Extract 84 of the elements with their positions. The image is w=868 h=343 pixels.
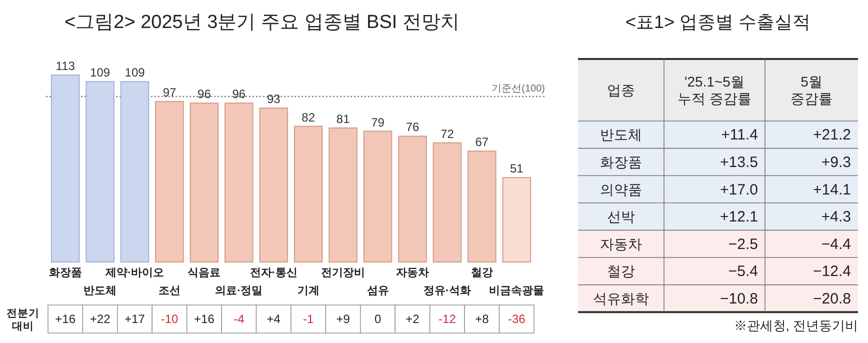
- text: ※관세청, 전년동기비: [734, 318, 858, 334]
- bar: [398, 136, 427, 262]
- x-tick-label: 조선: [158, 285, 180, 297]
- data-label: +9.3: [821, 154, 851, 171]
- bar: [363, 130, 392, 262]
- y-tick-label: 의약품: [600, 181, 642, 198]
- text: -1: [303, 312, 314, 326]
- data-label: +17.0: [720, 181, 758, 198]
- x-tick-label: 식음료: [188, 267, 221, 279]
- text: -10: [160, 312, 178, 326]
- data-label: 79: [371, 115, 385, 130]
- x-tick-label: 정유·석화: [423, 285, 472, 297]
- data-label: +12.1: [720, 208, 758, 226]
- y-tick-label: 석유화학: [593, 290, 649, 306]
- text: +4: [266, 312, 280, 326]
- ref-line-label: 기준선(100): [492, 84, 545, 95]
- data-label: −12.4: [813, 263, 851, 280]
- x-tick-label: 전자·통신: [250, 267, 298, 279]
- data-label: 51: [510, 162, 524, 176]
- data-label: +11.4: [721, 126, 758, 144]
- text: +8: [475, 312, 489, 326]
- data-label: 67: [475, 135, 489, 150]
- chart-title: <표1> 업종별 수출실적: [625, 12, 811, 32]
- x-tick-label: 자동차: [396, 267, 429, 279]
- x-tick-label: 전기장비: [321, 267, 366, 279]
- text: +2: [406, 312, 420, 326]
- text: +16: [194, 312, 214, 326]
- x-tick-label: 섬유: [366, 285, 389, 297]
- text: 0: [374, 312, 382, 326]
- data-label: +4.3: [821, 208, 851, 226]
- y-tick-label: 화장품: [600, 154, 642, 170]
- data-label: 76: [406, 120, 420, 134]
- text: +9: [336, 312, 350, 326]
- data-label: 109: [124, 66, 146, 80]
- data-label: −4.4: [821, 236, 851, 253]
- x-tick-label: 의료·정밀: [215, 285, 263, 297]
- data-label: −2.5: [728, 236, 758, 253]
- bar: [155, 100, 184, 262]
- data-label: +13.5: [720, 154, 758, 171]
- bar: [259, 108, 288, 262]
- data-label: 81: [336, 112, 350, 126]
- bar: [502, 177, 532, 262]
- data-label: +14.1: [813, 181, 851, 198]
- y-tick-label: 자동차: [600, 236, 642, 252]
- x-tick-label: 비금속광물: [489, 285, 544, 297]
- chart-title: <그림2> 2025년 3분기 주요 업종별 BSI 전망치: [64, 12, 460, 33]
- text: +16: [55, 312, 76, 326]
- bar: [86, 81, 114, 262]
- y-axis-title: 업종: [607, 82, 635, 98]
- bar: [294, 126, 323, 262]
- x-tick-label: 화장품: [48, 267, 82, 279]
- bar: [120, 81, 150, 262]
- data-label: 109: [90, 66, 110, 80]
- data-label: +21.2: [813, 126, 851, 144]
- bar: [432, 142, 462, 262]
- text: -36: [508, 312, 526, 326]
- data-label: 93: [266, 92, 281, 106]
- y-tick-label: 반도체: [600, 126, 642, 143]
- data-label: 72: [440, 126, 454, 141]
- data-label: −10.8: [720, 290, 758, 308]
- x-tick-label: '25.1~5월 누적 증감률: [678, 74, 752, 106]
- bar: [328, 127, 358, 262]
- category-label: 전분기 대비: [6, 308, 40, 332]
- data-label: 96: [232, 87, 246, 102]
- bar: [50, 74, 80, 262]
- x-tick-label: 제약·바이오: [104, 267, 164, 279]
- bar: [224, 102, 254, 262]
- data-label: −20.8: [813, 290, 851, 308]
- text: -12: [438, 312, 456, 326]
- x-tick-label: 기계: [297, 285, 320, 297]
- data-label: 82: [302, 110, 316, 124]
- bar: [190, 102, 219, 262]
- text: +17: [124, 312, 145, 326]
- text: -4: [234, 312, 244, 326]
- data-label: 97: [162, 85, 176, 100]
- x-tick-label: 반도체: [84, 285, 117, 297]
- data-label: 113: [56, 59, 76, 73]
- bar: [468, 150, 496, 262]
- x-tick-label: 철강: [470, 267, 493, 279]
- text: +22: [90, 312, 110, 326]
- data-label: 96: [198, 87, 212, 102]
- data-label: −5.4: [728, 263, 758, 280]
- y-tick-label: 선박: [607, 208, 635, 225]
- x-tick-label: 5월 증감률: [790, 74, 832, 106]
